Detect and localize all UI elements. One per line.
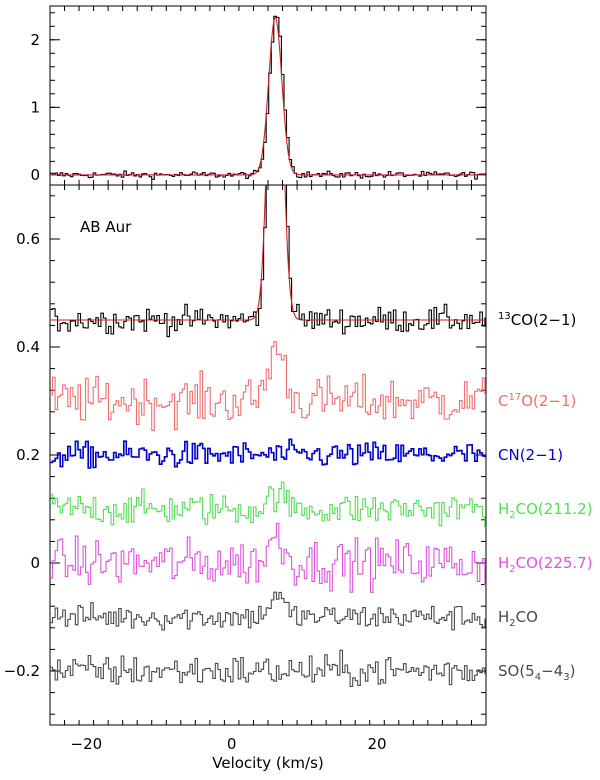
x-axis-label: Velocity (km/s) bbox=[212, 754, 323, 772]
spectrum-label: H2CO(211.2) bbox=[498, 500, 593, 521]
y-tick-label: −0.2 bbox=[4, 662, 40, 680]
x-tick-label: 0 bbox=[227, 735, 237, 753]
spectrum-label: H2CO(225.7) bbox=[498, 554, 593, 575]
spectrum-bottom-0 bbox=[50, 185, 486, 338]
y-tick-label: 0 bbox=[30, 554, 40, 572]
spectrum-label: 13CO(2−1) bbox=[498, 311, 576, 329]
spectrum-bottom-7 bbox=[50, 649, 486, 687]
spectrum-bottom-6 bbox=[50, 591, 486, 631]
top-panel: 0 1 2 bbox=[30, 5, 487, 186]
spectrum-label: H2CO bbox=[498, 608, 538, 629]
spectrum-label: SO(54−43) bbox=[498, 662, 575, 683]
y-tick-label: 0.6 bbox=[16, 230, 40, 248]
annotation-ab-aur: AB Aur bbox=[80, 218, 132, 236]
spectrum-bottom-2 bbox=[50, 341, 486, 431]
y-tick-label: 2 bbox=[30, 31, 40, 49]
y-tick-label: 0 bbox=[30, 166, 40, 184]
bottom-panel: −0.2 0 0.2 0.4 0.6 −20 0 20 13CO(2−1) C17O(2−1) CN… bbox=[4, 184, 593, 753]
spectrum-bottom-1 bbox=[50, 185, 486, 321]
x-tick-label: −20 bbox=[71, 735, 103, 753]
spectrum-top-1 bbox=[50, 16, 486, 176]
x-tick-label: 20 bbox=[367, 735, 386, 753]
y-tick-label: 0.2 bbox=[16, 446, 40, 464]
y-tick-label: 0.4 bbox=[16, 338, 40, 356]
spectrum-label: C17O(2−1) bbox=[498, 392, 576, 410]
spectrum-bottom-4 bbox=[50, 481, 486, 529]
spectrum-top-0 bbox=[50, 15, 486, 180]
spectrum-label: CN(2−1) bbox=[498, 446, 563, 464]
y-tick-label: 1 bbox=[30, 98, 40, 116]
spectrum-bottom-3 bbox=[50, 438, 486, 469]
spectrum-bottom-5 bbox=[50, 522, 486, 593]
